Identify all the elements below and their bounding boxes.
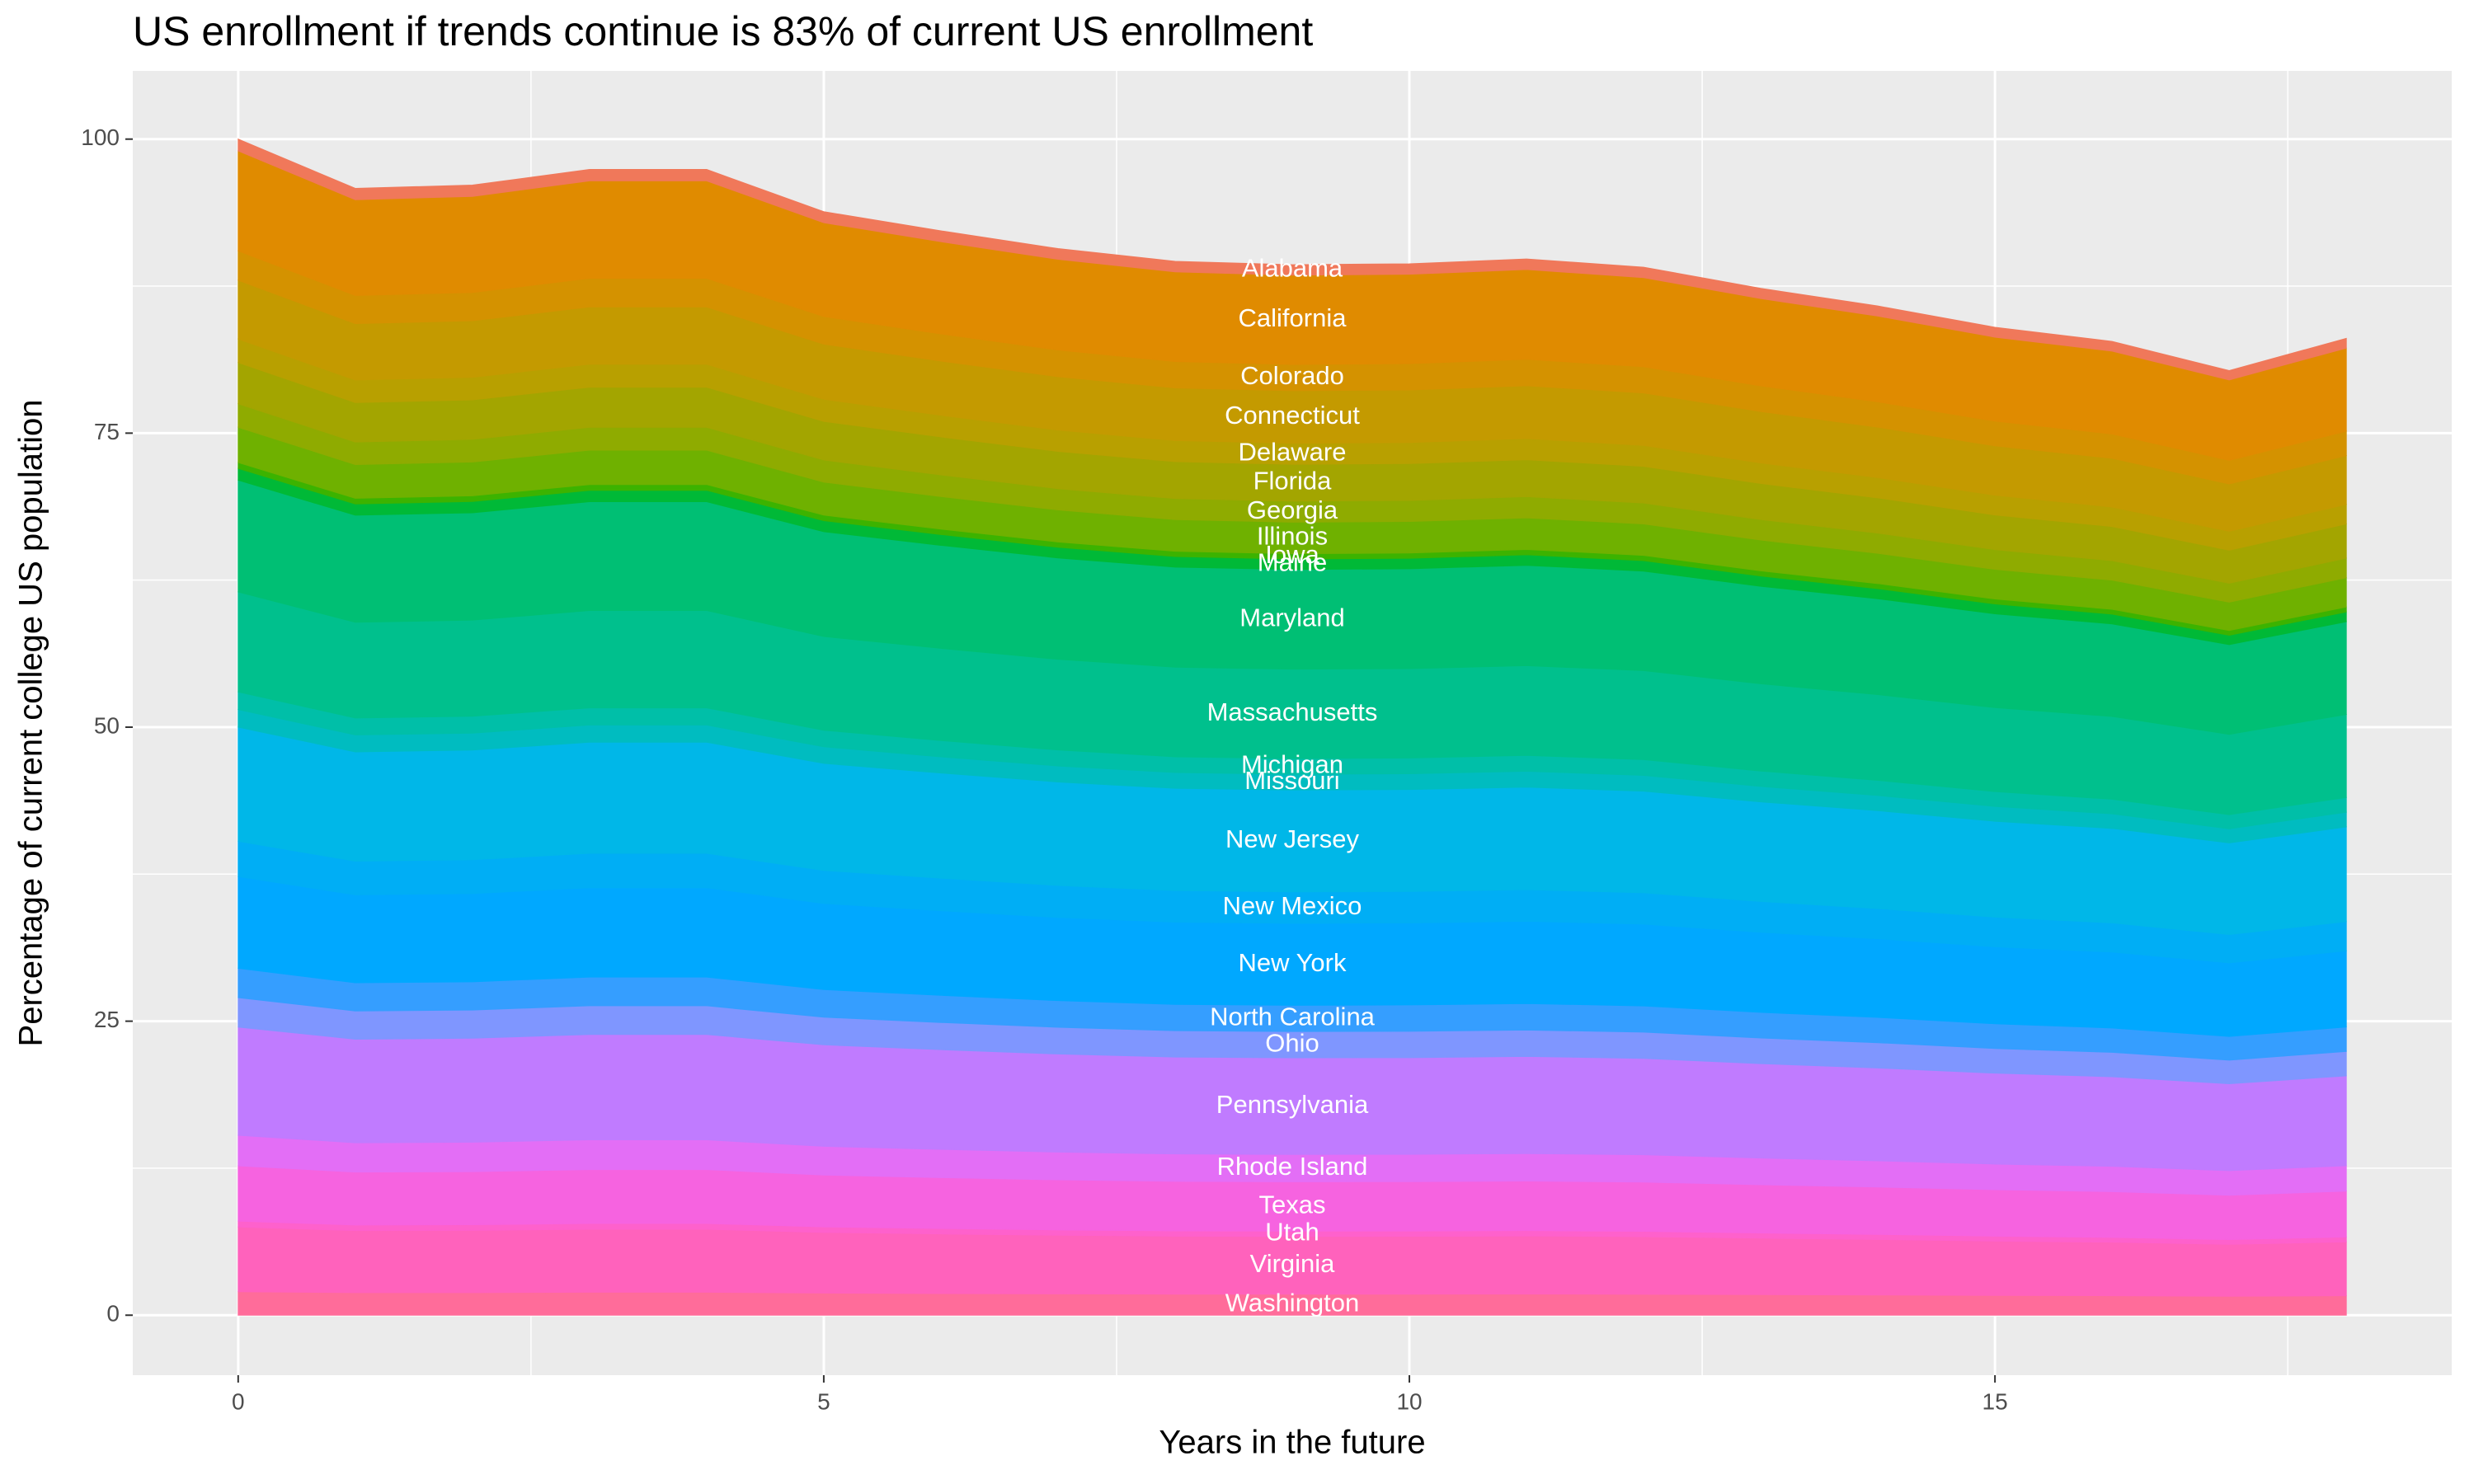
area-label: Colorado	[1240, 361, 1344, 390]
area-label: Utah	[1265, 1218, 1319, 1247]
area-label: North Carolina	[1210, 1002, 1376, 1031]
area-label: Maryland	[1239, 603, 1345, 632]
x-tick-label: 5	[817, 1388, 830, 1414]
area-label: Iowa	[1265, 540, 1319, 569]
area-label: New York	[1239, 948, 1347, 977]
y-tick-label: 0	[106, 1301, 120, 1327]
area-label: Delaware	[1239, 438, 1347, 467]
y-tick-label: 25	[94, 1007, 120, 1032]
areas	[238, 138, 2347, 1316]
x-axis-title: Years in the future	[1159, 1425, 1425, 1461]
area-label: Georgia	[1247, 495, 1338, 524]
area	[238, 138, 2347, 381]
x-tick-label: 0	[232, 1388, 245, 1414]
area-label: Massachusetts	[1207, 697, 1378, 726]
area-label: Missouri	[1244, 766, 1339, 795]
chart-title: US enrollment if trends continue is 83% …	[133, 8, 1313, 54]
area-label: Pennsylvania	[1216, 1090, 1369, 1119]
area-label: Texas	[1259, 1190, 1326, 1219]
area-label: Maine	[1258, 548, 1327, 577]
area-label: Illinois	[1257, 522, 1328, 551]
area-label: Michigan	[1241, 750, 1343, 779]
area-label: Florida	[1253, 467, 1333, 495]
x-tick-label: 10	[1396, 1388, 1422, 1414]
x-tick-label: 15	[1982, 1388, 2008, 1414]
area-label: California	[1239, 303, 1348, 332]
y-axis-title: Percentage of current college US populat…	[13, 400, 49, 1047]
area-label: New Mexico	[1223, 891, 1362, 920]
area-label: Virginia	[1250, 1249, 1336, 1278]
y-tick-label: 50	[94, 712, 120, 738]
area-label: Ohio	[1265, 1028, 1319, 1057]
area-label: Washington	[1225, 1289, 1360, 1317]
area-label: Rhode Island	[1217, 1152, 1368, 1181]
y-tick-label: 75	[94, 419, 120, 444]
area-label: Alabama	[1242, 254, 1343, 283]
y-tick-label: 100	[81, 124, 120, 150]
area-label: Connecticut	[1225, 401, 1360, 430]
area-label: New Jersey	[1225, 824, 1359, 853]
